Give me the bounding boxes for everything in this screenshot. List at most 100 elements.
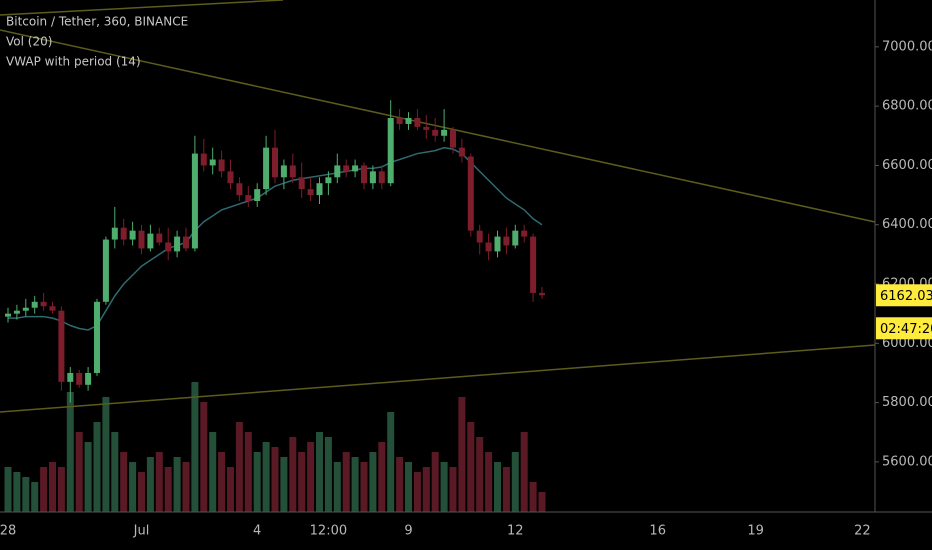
volume-bar <box>511 452 519 512</box>
candle-body <box>129 230 136 240</box>
trend-line <box>0 0 284 16</box>
volume-bar <box>360 462 368 512</box>
candle-body <box>343 165 350 172</box>
x-tick-label: 22 <box>854 524 871 539</box>
volume-bar <box>244 432 252 512</box>
candle-body <box>539 292 545 296</box>
volume-bar <box>111 432 119 512</box>
volume-bar <box>262 442 270 512</box>
volume-bar <box>307 442 315 512</box>
candle-body <box>298 177 305 190</box>
candle-body <box>22 307 29 311</box>
volume-bar <box>405 462 412 512</box>
volume-bar <box>351 457 359 512</box>
volume-bar <box>271 447 279 512</box>
candle-body <box>165 242 172 252</box>
candle-body <box>316 183 323 196</box>
candle-body <box>432 129 439 136</box>
candle-body <box>254 189 261 202</box>
x-tick-label: 19 <box>747 524 764 539</box>
candle-body <box>200 153 207 166</box>
volume-bar <box>467 422 475 512</box>
volume-bar <box>102 397 110 512</box>
volume-bar <box>396 457 404 512</box>
candle-body <box>352 165 359 172</box>
candle-body <box>58 310 65 382</box>
candle-body <box>138 230 145 249</box>
countdown-label: 02:47:20 <box>880 322 932 337</box>
candle-body <box>102 239 109 302</box>
candle-body <box>31 301 38 308</box>
trend-line <box>0 29 876 223</box>
volume-bar <box>316 432 323 512</box>
candle-body <box>209 159 216 166</box>
x-tick-label: 28 <box>0 524 16 539</box>
x-tick-label: Jul <box>133 524 150 539</box>
y-tick-label: 7000.00 <box>882 39 932 54</box>
legend-entry: Vol (20) <box>6 35 52 49</box>
volume-bar <box>324 437 332 512</box>
volume-bar <box>191 382 199 512</box>
candle-body <box>263 147 270 190</box>
volume-bar <box>173 457 181 512</box>
volume-bar <box>235 422 243 512</box>
price-layer <box>5 100 545 403</box>
candle-body <box>280 165 287 178</box>
candle-body <box>450 129 456 148</box>
candle-body <box>307 189 314 196</box>
x-tick-label: 4 <box>253 524 261 539</box>
volume-bar <box>502 467 510 512</box>
volume-bar <box>476 437 484 512</box>
candle-body <box>174 236 181 252</box>
candle-body <box>85 372 92 385</box>
volume-bar <box>4 467 12 512</box>
axes: 5600.005800.006000.006200.006400.006600.… <box>0 39 932 539</box>
candle-body <box>441 129 448 136</box>
y-tick-label: 5800.00 <box>882 395 932 410</box>
candle-body <box>361 165 367 184</box>
candle-body <box>120 227 127 240</box>
candle-body <box>227 171 234 184</box>
volume-bar <box>387 412 395 512</box>
candle-body <box>236 183 243 196</box>
candle-body <box>156 233 163 243</box>
volume-bar <box>440 462 448 512</box>
candle-body <box>191 153 198 249</box>
volume-bar <box>164 467 172 512</box>
volume-bar <box>84 442 92 512</box>
volume-bar <box>182 462 190 512</box>
candle-body <box>334 165 341 178</box>
volume-bar <box>13 472 21 512</box>
candle-body <box>494 236 501 252</box>
candle-body <box>49 306 56 311</box>
volume-bar <box>298 452 306 512</box>
volume-bar <box>520 432 528 512</box>
volume-bar <box>155 452 163 512</box>
volume-bar <box>289 437 297 512</box>
volume-bar <box>209 432 217 512</box>
candle-body <box>289 165 296 178</box>
candle-body <box>485 242 492 252</box>
candle-body <box>218 159 225 172</box>
candle-body <box>76 372 83 385</box>
volume-bar <box>40 467 48 512</box>
volume-bar <box>280 457 288 512</box>
volume-bar <box>93 422 101 512</box>
volume-bar <box>57 467 65 512</box>
candle-body <box>503 236 510 246</box>
candle-body <box>530 236 537 293</box>
candle-body <box>111 227 118 240</box>
price-tag <box>876 284 932 307</box>
volume-bar <box>200 402 208 512</box>
volume-bar <box>538 492 546 512</box>
volume-bar <box>485 452 493 512</box>
candle-body <box>40 301 47 307</box>
volume-bar <box>422 467 430 512</box>
x-tick-label: 12:00 <box>310 524 347 539</box>
x-tick-label: 12 <box>507 524 524 539</box>
candle-body <box>245 195 252 202</box>
candle-body <box>13 310 20 314</box>
legend-entry: Bitcoin / Tether, 360, BINANCE <box>6 15 188 29</box>
